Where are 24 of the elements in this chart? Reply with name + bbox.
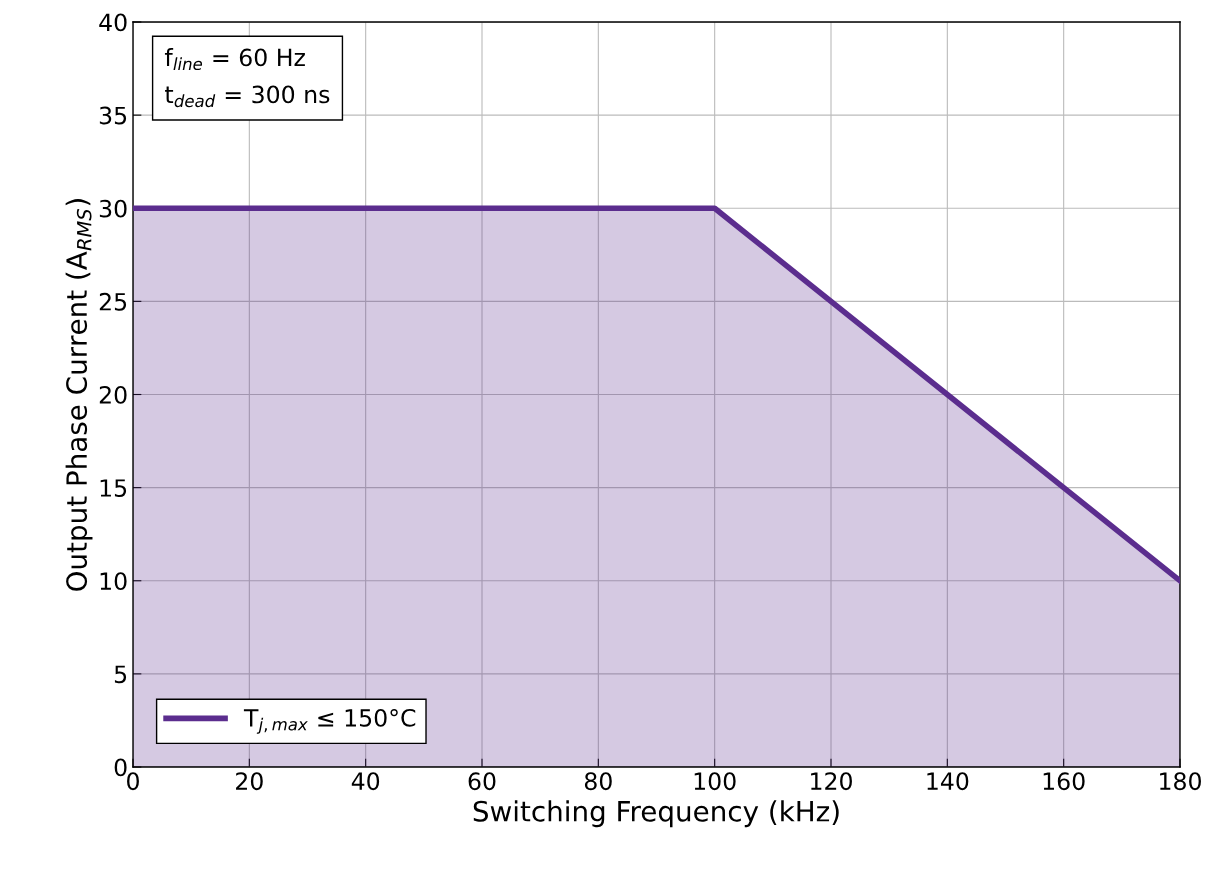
y-tick-label: 30 xyxy=(99,199,127,218)
x-tick-label: 180 xyxy=(1160,772,1201,791)
x-tick-label: 60 xyxy=(468,772,496,791)
y-axis-title: Output Phase Current (A$_{RMS}$) xyxy=(65,199,93,591)
x-tick-label: 0 xyxy=(127,772,139,791)
x-axis-title: Switching Frequency (kHz) xyxy=(473,800,839,828)
y-tick-label: 20 xyxy=(99,385,127,404)
y-tick-label: 0 xyxy=(114,758,127,777)
y-tick-label: 35 xyxy=(99,106,127,125)
y-tick-label: 25 xyxy=(99,292,127,311)
x-tick-label: 120 xyxy=(811,772,852,791)
x-tick-label: 100 xyxy=(694,772,736,791)
y-tick-label: 5 xyxy=(114,665,127,684)
y-tick-label: 15 xyxy=(100,479,127,497)
x-tick-label: 40 xyxy=(351,772,380,791)
x-tick-label: 20 xyxy=(236,772,263,791)
y-tick-label: 40 xyxy=(99,13,127,32)
x-tick-label: 140 xyxy=(927,772,969,791)
annotation: t$_{dead}$ = 300 ns xyxy=(165,85,330,108)
annotation: f$_{line}$ = 60 Hz xyxy=(164,48,305,71)
y-tick-label: 10 xyxy=(100,572,127,591)
x-tick-label: 160 xyxy=(1043,772,1085,791)
legend-label: T$_{j,max}$ ≤ 150°C xyxy=(243,708,416,734)
x-tick-label: 80 xyxy=(584,772,612,791)
